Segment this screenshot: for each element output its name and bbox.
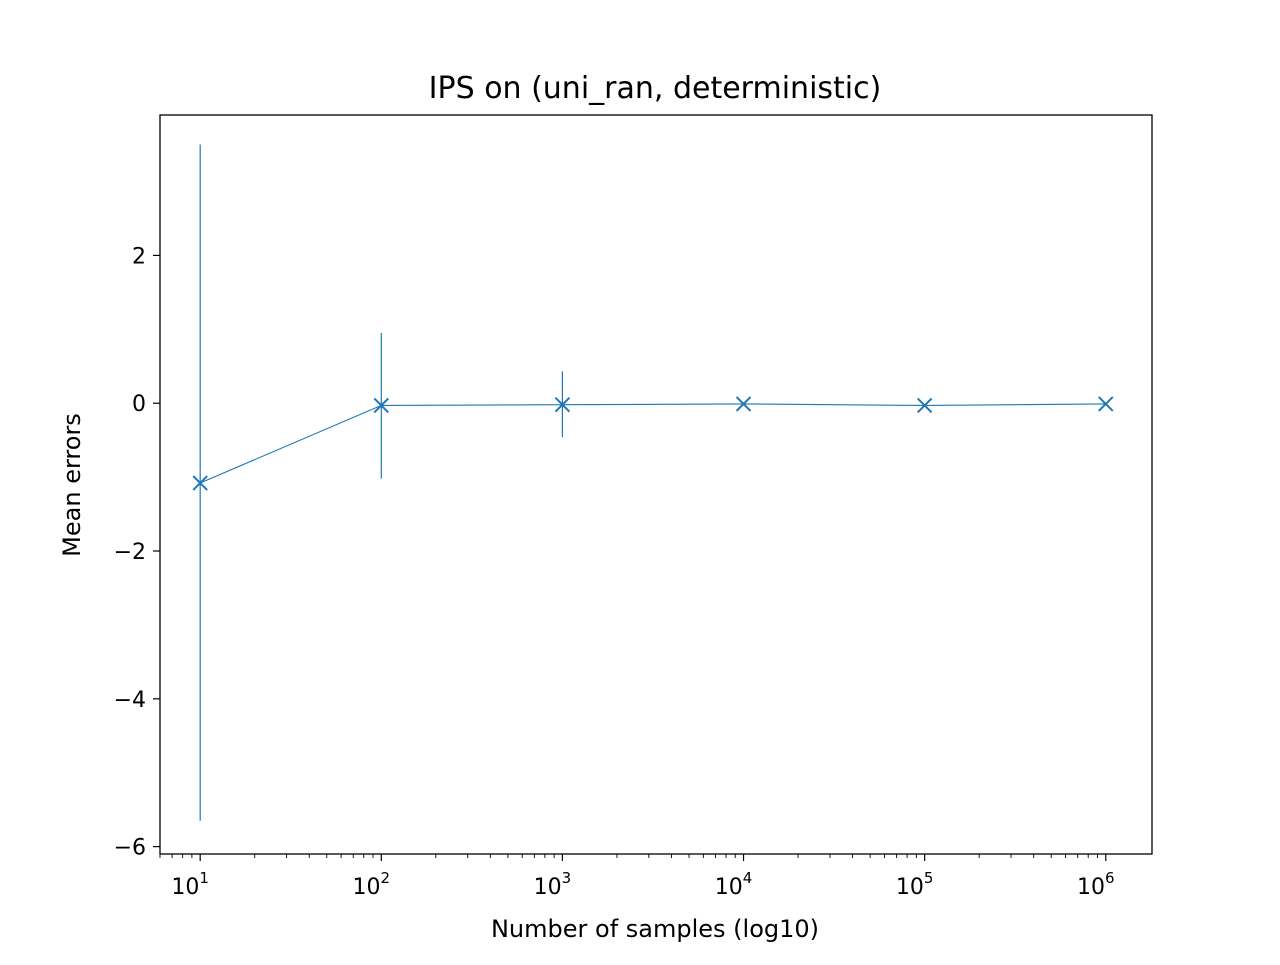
x-tick-exponent: 6 (1105, 869, 1115, 887)
x-tick-base: 10 (1077, 875, 1105, 900)
y-tick-label: −4 (114, 688, 146, 713)
chart-title: IPS on (uni_ran, deterministic) (429, 71, 882, 106)
x-tick-base: 10 (715, 875, 743, 900)
x-tick-base: 10 (353, 875, 381, 900)
x-tick-label-5: 105 (896, 869, 934, 900)
x-tick-label-6: 106 (1077, 869, 1115, 900)
x-tick-exponent: 4 (743, 869, 753, 887)
y-tick-label: −2 (114, 540, 146, 565)
y-tick-label: 0 (132, 392, 146, 417)
x-axis-label: Number of samples (log10) (491, 915, 819, 943)
y-axis-label: Mean errors (58, 413, 86, 557)
data-point (192, 475, 208, 491)
data-point (554, 396, 571, 413)
plot-marks (192, 144, 1114, 821)
data-point (1098, 396, 1114, 412)
x-tick-label-1: 101 (171, 869, 209, 900)
x-tick-exponent: 2 (381, 869, 391, 887)
x-tick-label-2: 102 (353, 869, 391, 900)
data-point (916, 397, 933, 414)
x-tick-base: 10 (896, 875, 924, 900)
x-tick-base: 10 (171, 875, 199, 900)
x-tick-label-3: 103 (534, 869, 572, 900)
plot-frame (159, 114, 1153, 855)
x-tick-exponent: 1 (199, 869, 209, 887)
series-line (199, 403, 1106, 484)
x-tick-label-4: 104 (715, 869, 753, 900)
x-tick-exponent: 3 (562, 869, 572, 887)
y-tick-label: −6 (114, 836, 146, 861)
data-point (373, 397, 390, 414)
data-point (735, 396, 752, 412)
x-tick-exponent: 5 (924, 869, 934, 887)
x-tick-base: 10 (534, 875, 562, 900)
y-tick-label: 2 (132, 244, 146, 269)
